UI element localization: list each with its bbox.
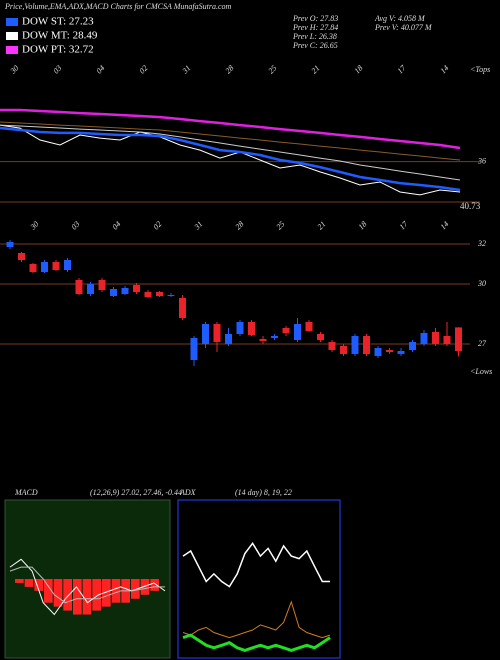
prev-info: Avg V: 4.058 M [374,14,426,23]
candle-body [190,338,198,360]
histogram-bar [44,579,53,603]
candle-body [75,280,83,294]
legend-label: DOW PT: 32.72 [22,44,94,56]
corner-label: <Tops [470,65,490,74]
candle-body [64,260,71,270]
candle-body [133,285,140,292]
series-line [0,121,461,161]
panel-title: ADX [179,488,197,497]
candle-body [351,336,359,354]
page-title: Price,Volume,EMA,ADX,MACD Charts for CMC… [4,2,232,11]
candle-body [317,334,324,340]
series-line [0,126,461,192]
series-line [0,108,461,150]
histogram-bar [82,579,92,615]
candle-body [409,342,416,350]
legend-swatch [6,32,18,40]
histogram-bar [73,579,82,615]
candle-body [213,324,221,342]
candle-body [144,292,152,297]
histogram-bar [102,579,111,607]
panel-params: (14 day) 8, 19, 22 [235,488,292,497]
legend-swatch [6,18,18,26]
candle-body [374,348,382,356]
candle-body [52,262,60,270]
panel-title: MACD [14,488,38,497]
candle-body [41,262,48,272]
histogram-bar [24,579,34,587]
candle-body [282,328,290,333]
candle-body [6,242,14,247]
panel-bg [177,499,341,659]
prev-info: Prev L: 26.38 [292,32,337,41]
annotation: 40.73 [460,201,481,211]
candle-body [236,322,244,334]
candle-body [98,280,106,290]
histogram-bar [63,579,72,611]
prev-info: Prev H: 27.84 [292,23,338,32]
candle-body [455,327,462,351]
adx-line [182,541,330,588]
candle-body [110,289,117,296]
candle-body [18,253,25,260]
adx-line [182,633,331,652]
candle-body [443,336,451,344]
candle-body [225,334,232,344]
prev-info: Prev O: 27.83 [292,14,338,23]
candle-body [248,322,255,335]
adx-line [182,600,331,639]
panel-params: (12,26,9) 27.02, 27.46, -0.44 [90,488,182,497]
candle-body [87,284,94,294]
macd-line [9,566,165,604]
legend-swatch [6,46,18,54]
histogram-bar [111,579,121,603]
y-tick-label: 32 [477,239,486,248]
series-line [0,124,461,196]
candle-body [202,324,209,344]
histogram-bar [34,579,43,591]
y-tick-label: 36 [477,156,486,165]
histogram-bar [150,579,159,591]
candle-body [305,322,313,331]
candle-body [420,333,428,344]
y-tick-label: 27 [478,339,487,348]
candle-body [156,292,163,296]
candle-body [397,351,405,354]
candle-body [259,339,267,341]
corner-label: <Lows [470,367,492,376]
y-tick-label: 30 [477,279,486,288]
candle-body [29,264,37,272]
legend-label: DOW ST: 27.23 [22,16,94,28]
candle-body [340,346,347,354]
prev-info: Prev V: 40.077 M [374,23,433,32]
legend-label: DOW MT: 28.49 [22,30,98,42]
candle-body [167,295,175,296]
candle-body [179,298,186,318]
histogram-bar [53,579,63,607]
candle-body [432,332,439,344]
prev-info: Prev C: 26.65 [292,41,338,50]
candle-body [271,336,278,338]
histogram-bar [15,579,24,583]
histogram-bar [140,579,150,595]
candle-body [121,288,129,294]
candle-body [386,350,393,352]
histogram-bar [92,579,101,611]
candle-body [363,336,370,354]
candle-body [328,342,336,350]
series-line [0,124,461,181]
histogram-bar [131,579,140,599]
macd-line [9,558,166,616]
candle-body [294,324,301,340]
